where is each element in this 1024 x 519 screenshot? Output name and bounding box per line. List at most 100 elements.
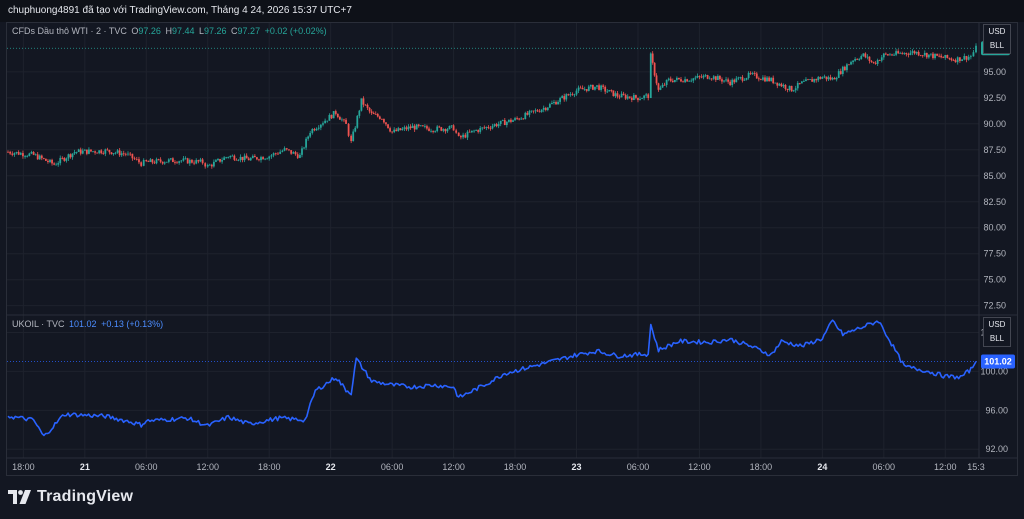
wti-candle-body — [546, 107, 549, 110]
wti-candle-body — [322, 123, 324, 125]
wti-candle — [688, 80, 691, 82]
wti-candle-body — [972, 52, 975, 57]
wti-candle — [723, 80, 725, 83]
wti-candle — [577, 85, 580, 93]
wti-candle — [700, 74, 703, 79]
wti-candle — [83, 149, 86, 151]
wti-candle-body — [249, 158, 252, 161]
wti-candle — [34, 153, 37, 156]
wti-candle-body — [794, 88, 797, 91]
wti-candle-body — [585, 89, 588, 91]
wti-candle — [159, 157, 162, 164]
wti-candle-body — [600, 85, 602, 90]
wti-candle — [11, 151, 14, 157]
wti-candle — [142, 158, 145, 167]
wti-candle-body — [79, 149, 82, 154]
wti-candle — [401, 127, 404, 131]
wti-candle-body — [356, 115, 359, 128]
wti-candle-body — [919, 55, 922, 57]
wti-candle-body — [731, 79, 734, 86]
wti-candle-body — [45, 158, 47, 161]
wti-candle-body — [776, 82, 779, 86]
ukoil-unit-selector[interactable]: USD BLL — [983, 317, 1011, 347]
time-tick: 06:00 — [381, 462, 404, 472]
wti-candle — [165, 161, 168, 163]
wti-candle-body — [567, 94, 570, 96]
wti-candle — [419, 125, 422, 127]
wti-candle — [823, 74, 826, 79]
wti-candle-body — [573, 94, 576, 96]
wti-candle-body — [301, 148, 303, 155]
wti-candle-body — [614, 93, 617, 97]
wti-candle-body — [268, 156, 271, 159]
wti-candle-body — [688, 80, 691, 82]
wti-candle-body — [279, 151, 282, 154]
wti-candle — [347, 123, 350, 138]
wti-candle-body — [151, 159, 154, 163]
wti-candle-body — [897, 51, 900, 54]
wti-candle-body — [526, 112, 529, 115]
wti-price-tick: 95.00 — [983, 67, 1006, 77]
wti-candle — [98, 150, 101, 155]
wti-candle — [866, 54, 869, 60]
tradingview-logo[interactable]: TradingView — [8, 488, 133, 506]
wti-candle — [895, 48, 898, 57]
wti-candle-body — [959, 57, 961, 61]
wti-candle — [829, 74, 832, 81]
wti-candle-body — [866, 56, 869, 58]
wti-candle — [468, 129, 471, 133]
wti-candle — [288, 149, 290, 152]
wti-candle — [653, 62, 656, 77]
wti-price-tick: 85.00 — [983, 171, 1006, 181]
wti-candle — [532, 110, 535, 114]
wti-candle-body — [364, 104, 367, 106]
wti-price-tick: 77.50 — [983, 249, 1006, 259]
wti-candle — [600, 84, 602, 92]
wti-candle — [178, 160, 181, 165]
wti-candle-body — [915, 51, 918, 54]
wti-candle-body — [204, 163, 207, 167]
wti-candle-body — [819, 77, 822, 79]
wti-unit-selector[interactable]: USD BLL — [983, 24, 1011, 54]
wti-candle-body — [142, 159, 145, 166]
wti-candle — [477, 129, 480, 134]
wti-candle-body — [42, 158, 45, 159]
wti-candle-body — [694, 77, 697, 79]
wti-candle-body — [698, 75, 701, 77]
wti-candle-body — [24, 156, 26, 157]
wti-candle — [69, 153, 72, 159]
wti-candle-body — [645, 94, 648, 96]
wti-candle — [307, 135, 310, 141]
wti-candle — [530, 110, 533, 113]
wti-candle-body — [92, 151, 94, 153]
wti-candle — [262, 156, 264, 160]
wti-candle — [446, 128, 449, 133]
wti-candle-body — [798, 82, 801, 84]
wti-high-value: 97.44 — [171, 26, 195, 36]
ukoil-symbol[interactable]: UKOIL · TVC — [12, 319, 65, 329]
wti-candle-body — [266, 158, 269, 160]
wti-candle — [188, 158, 191, 166]
wti-legend[interactable]: CFDs Dầu thô WTI · 2 · TVC O97.26 H97.44… — [12, 26, 329, 36]
wti-candle-body — [462, 134, 464, 138]
wti-candle-body — [956, 57, 959, 63]
wti-candle-body — [9, 151, 12, 154]
wti-candle — [147, 160, 150, 163]
wti-candle-body — [963, 56, 966, 60]
wti-candle-body — [442, 129, 445, 131]
wti-candle-body — [786, 88, 789, 91]
wti-symbol[interactable]: CFDs Dầu thô WTI · 2 · TVC — [12, 26, 127, 36]
wti-candle-body — [7, 151, 9, 153]
wti-candle-body — [870, 60, 873, 62]
wti-candle-body — [716, 76, 719, 80]
ukoil-price-tick: 100.00 — [980, 366, 1008, 376]
wti-candle — [696, 73, 699, 79]
wti-candle-body — [372, 113, 375, 115]
wti-candle-body — [665, 79, 668, 85]
ukoil-legend[interactable]: UKOIL · TVC 101.02 +0.13 (+0.13%) — [12, 319, 165, 329]
wti-candle — [848, 64, 850, 66]
wti-candle-body — [90, 149, 92, 152]
wti-candle-body — [569, 94, 572, 96]
wti-candle — [149, 158, 152, 163]
